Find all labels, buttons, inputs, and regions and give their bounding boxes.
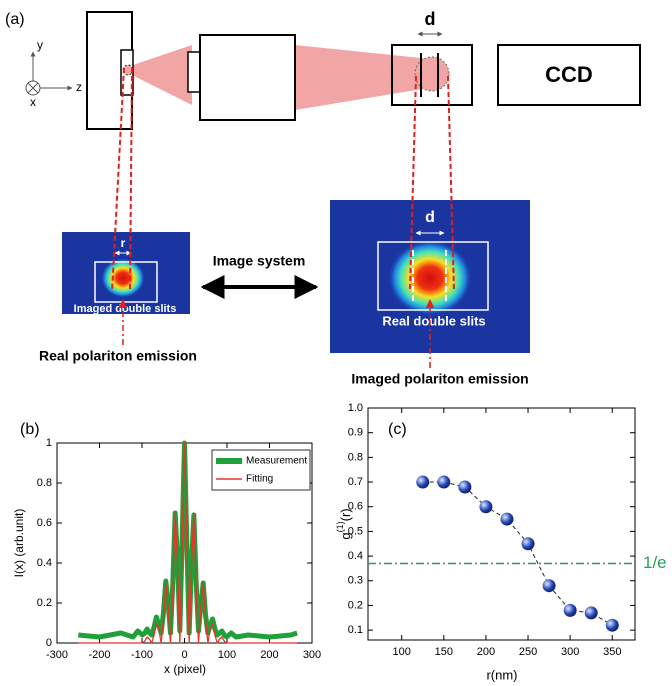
y-tick-label: 0.9 bbox=[348, 427, 363, 439]
slit-holder bbox=[391, 44, 473, 106]
data-point bbox=[605, 618, 619, 632]
objective-front bbox=[187, 51, 201, 93]
y-tick-label: 1.0 bbox=[348, 402, 363, 414]
y-tick-label: 0.6 bbox=[348, 501, 363, 513]
emission-blob bbox=[101, 258, 145, 298]
chart-title: (c) bbox=[388, 421, 407, 438]
y-tick-label: 1 bbox=[46, 437, 52, 449]
slit-frame bbox=[377, 241, 489, 311]
y-tick-label: 0.1 bbox=[348, 624, 363, 636]
source-label: Imaged polariton emission bbox=[351, 371, 528, 387]
plot-frame bbox=[367, 407, 636, 641]
link-label: Image system bbox=[213, 253, 306, 269]
y-tick-label: 0.5 bbox=[348, 525, 363, 537]
x-axis-label: r(nm) bbox=[486, 667, 517, 682]
data-point bbox=[500, 512, 514, 526]
x-tick-label: 350 bbox=[603, 646, 621, 658]
y-tick-label: 0.2 bbox=[348, 599, 363, 611]
legend-box bbox=[211, 449, 311, 491]
data-point bbox=[458, 480, 472, 494]
x-tick-label: -200 bbox=[88, 649, 110, 661]
y-label-sup: (1) bbox=[335, 521, 345, 532]
x-tick-label: -100 bbox=[131, 649, 153, 661]
image-spot bbox=[414, 56, 450, 92]
y-tick-label: 0.8 bbox=[37, 477, 52, 489]
legend-label: Measurement bbox=[246, 456, 307, 467]
y-axis-label: I(x) (arb.unit) bbox=[12, 509, 26, 578]
y-label-base: g bbox=[338, 532, 353, 539]
y-tick-label: 0.7 bbox=[348, 476, 363, 488]
x-tick-label: 300 bbox=[561, 646, 579, 658]
data-point bbox=[542, 579, 556, 593]
image-caption: Imaged double slits bbox=[74, 303, 177, 315]
data-point bbox=[416, 475, 430, 489]
x-tick-label: 300 bbox=[303, 649, 321, 661]
x-tick-label: -300 bbox=[46, 649, 68, 661]
ccd-label: CCD bbox=[545, 62, 593, 87]
y-tick-label: 0.8 bbox=[348, 451, 363, 463]
image-caption: Real double slits bbox=[382, 313, 485, 328]
emission-spot bbox=[122, 64, 134, 76]
legend-label: Fitting bbox=[246, 474, 273, 485]
data-point bbox=[521, 537, 535, 551]
slit-width-label: d bbox=[425, 9, 436, 29]
y-tick-label: 0.2 bbox=[37, 597, 52, 609]
x-tick-label: 100 bbox=[218, 649, 236, 661]
panel-label: (a) bbox=[5, 11, 25, 28]
setup-diagram: (a) y x z d CCD r Imaged double slits d … bbox=[5, 9, 641, 387]
size-label: r bbox=[121, 236, 126, 250]
connector-line bbox=[422, 481, 613, 626]
beam bbox=[130, 45, 192, 105]
slit-width-label: d bbox=[425, 209, 435, 226]
objective bbox=[199, 34, 296, 121]
source-label: Real polariton emission bbox=[39, 348, 197, 364]
y-axis-label: g(1)(r) bbox=[335, 508, 353, 539]
x-tick-label: 200 bbox=[477, 646, 495, 658]
data-point bbox=[479, 500, 493, 514]
data-point bbox=[437, 475, 451, 489]
y-tick-label: 0.3 bbox=[348, 575, 363, 587]
x-tick-label: 250 bbox=[519, 646, 537, 658]
projection-line bbox=[111, 67, 455, 293]
data-line bbox=[78, 442, 298, 644]
x-tick-label: 0 bbox=[181, 649, 187, 661]
x-tick-label: 200 bbox=[260, 649, 278, 661]
y-tick-label: 0 bbox=[46, 637, 52, 649]
axis-label: x bbox=[30, 95, 36, 109]
data-point bbox=[584, 606, 598, 620]
chart-title: (b) bbox=[20, 421, 40, 438]
ccd bbox=[497, 44, 641, 106]
x-tick-label: 100 bbox=[393, 646, 411, 658]
y-tick-label: 0.4 bbox=[37, 557, 52, 569]
beam bbox=[295, 45, 440, 110]
data-point bbox=[563, 603, 577, 617]
reference-label: 1/e bbox=[643, 553, 667, 572]
x-axis-label: x (pixel) bbox=[164, 662, 206, 676]
y-tick-label: 0.6 bbox=[37, 517, 52, 529]
emission-blob bbox=[388, 240, 472, 316]
y-label-rest: (r) bbox=[338, 508, 353, 521]
y-tick-label: 0.4 bbox=[348, 550, 363, 562]
axis-label: z bbox=[76, 80, 82, 94]
x-axis-cross bbox=[27, 82, 39, 94]
x-tick-label: 150 bbox=[435, 646, 453, 658]
axis-label: y bbox=[37, 38, 43, 52]
